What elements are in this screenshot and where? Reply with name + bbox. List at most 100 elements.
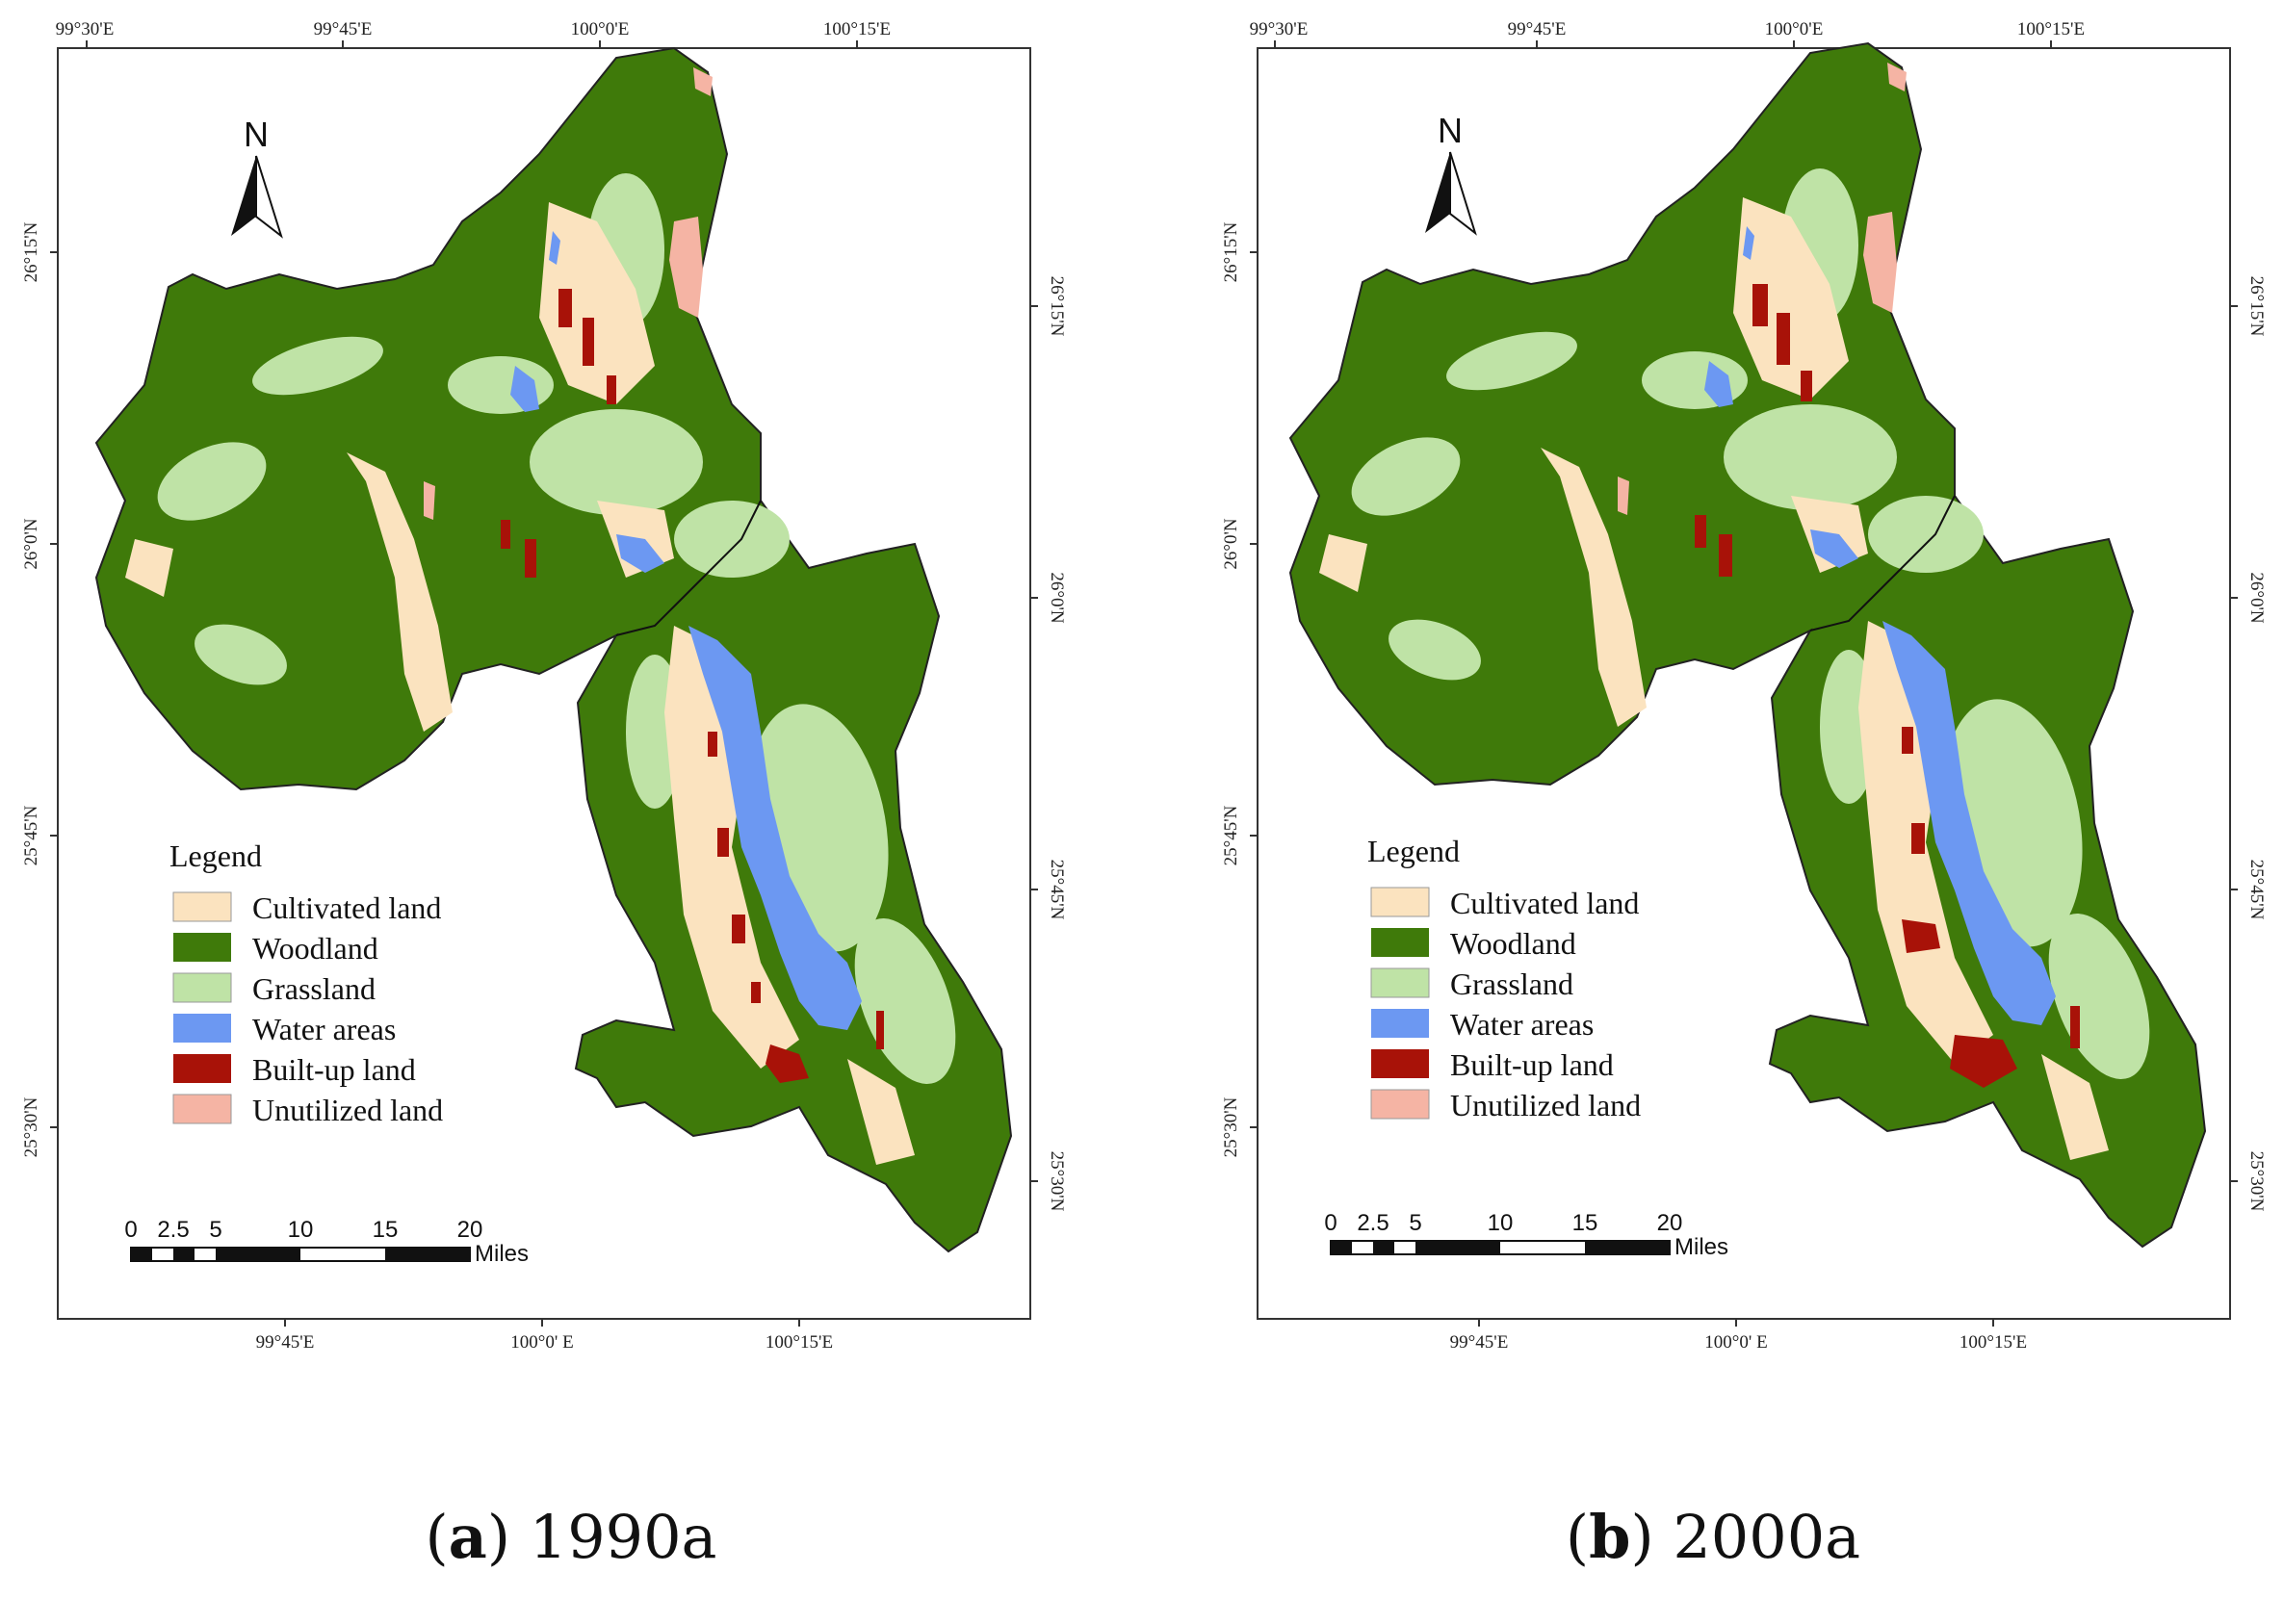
county-boundary-line (615, 500, 762, 636)
legend: Legend Cultivated land Woodland Grasslan… (169, 838, 443, 1127)
north-label: N (244, 115, 269, 154)
bottom-tick-label: 99°45'E (256, 1332, 315, 1353)
built-up-patch (1695, 515, 1706, 548)
bottom-tick-label: 100°0' E (1704, 1332, 1767, 1353)
grassland-patch (1389, 619, 1481, 681)
top-tick-label: 99°30'E (56, 19, 115, 39)
built-up-patch (1911, 823, 1925, 854)
north-arrow-icon (1449, 151, 1477, 236)
right-tick-label: 25°45'N (1047, 860, 1067, 920)
right-tick-label: 25°30'N (2246, 1151, 2267, 1212)
built-up-patch (1719, 534, 1732, 577)
legend-label: Unutilized land (1450, 1088, 1641, 1122)
legend-swatch-unutilized (172, 1094, 232, 1124)
built-up-patch (607, 375, 616, 404)
scale-label: 15 (1572, 1210, 1598, 1236)
legend-swatch-woodland (173, 933, 231, 962)
north-arrow: N (231, 115, 283, 239)
legend-swatch-water (1371, 1009, 1429, 1038)
left-tick-label: 26°15'N (21, 221, 41, 282)
top-tick-label: 100°0'E (571, 19, 630, 39)
legend-label: Water areas (252, 1012, 396, 1046)
top-tick-label: 100°15'E (2017, 19, 2085, 39)
scale-label: 10 (288, 1217, 314, 1243)
legend-swatch-grassland (172, 972, 232, 1003)
scale-unit: Miles (475, 1241, 529, 1267)
top-tick-label: 99°45'E (314, 19, 373, 39)
built-up-patch (1752, 284, 1768, 326)
unutilized-land-patch (669, 217, 703, 318)
left-tick-label: 26°0'N (21, 518, 41, 570)
built-up-cluster (1902, 919, 1940, 953)
county-boundary-line (1809, 495, 1956, 632)
right-tick-label: 25°45'N (2246, 860, 2267, 920)
built-up-patch (2070, 1006, 2080, 1048)
built-up-patch (1902, 727, 1913, 754)
left-tick-label: 25°30'N (1221, 1096, 1241, 1157)
top-tick-label: 99°45'E (1508, 19, 1567, 39)
scale-label: 2.5 (1357, 1210, 1389, 1236)
caption-letter: a (448, 1502, 487, 1572)
right-tick-label: 26°0'N (2246, 572, 2267, 624)
grassland-patch (1351, 437, 1461, 516)
scale-label: 10 (1488, 1210, 1514, 1236)
grassland-patch (1724, 404, 1897, 510)
north-arrow: N (1425, 111, 1477, 236)
unutilized-land-patch (1887, 63, 1907, 91)
cultivated-valley (1858, 621, 1993, 1064)
built-up-patch (501, 520, 510, 549)
scale-label: 15 (373, 1217, 399, 1243)
cultivated-valley (1319, 534, 1367, 592)
built-up-patch (583, 318, 594, 366)
scale-label: 20 (457, 1217, 483, 1243)
right-tick-label: 26°15'N (1047, 276, 1067, 337)
map-figure-2000: 99°30'E 99°45'E 100°0'E 100°15'E 99°45'E… (1221, 19, 2267, 1353)
tick-marks (50, 40, 1038, 1327)
grassland-patch (1868, 496, 1984, 573)
legend-swatch-water (173, 1014, 231, 1043)
built-up-patch (717, 828, 729, 857)
built-up-patch (1801, 371, 1812, 401)
grassland-patch (1446, 331, 1577, 391)
map-panel-1990: 99°30'E 99°45'E 100°0'E 100°15'E 99°45'E… (21, 19, 1067, 1572)
top-tick-label: 99°30'E (1250, 19, 1309, 39)
grassland-patch (157, 442, 267, 521)
built-up-patch (525, 539, 536, 578)
legend-title: Legend (1367, 834, 1460, 868)
north-label: N (1438, 111, 1463, 150)
scale-label: 2.5 (157, 1217, 189, 1243)
water-area-north-lake (616, 534, 664, 573)
left-tick-label: 26°0'N (1221, 518, 1241, 570)
grassland-patch (674, 501, 790, 578)
cultivated-valley (539, 202, 655, 404)
legend-title: Legend (169, 838, 262, 873)
cultivated-valley (664, 626, 799, 1069)
legend-label: Woodland (1450, 926, 1576, 961)
legend-label: Grassland (252, 971, 376, 1006)
legend-label: Grassland (1450, 967, 1573, 1001)
legend-swatch-unutilized (1370, 1089, 1430, 1120)
built-up-patch (732, 915, 745, 943)
bottom-tick-label: 100°15'E (1960, 1332, 2027, 1353)
cultivated-valley (1541, 448, 1647, 727)
top-tick-label: 100°15'E (823, 19, 891, 39)
grassland-patch (195, 624, 287, 685)
cultivated-valley (125, 539, 173, 597)
unutilized-land-patch (693, 67, 713, 96)
legend-swatch-cultivated (172, 891, 232, 922)
legend-swatch-cultivated (1370, 887, 1430, 917)
water-area-erhai-lake (688, 626, 862, 1030)
scale-bar: 0 2.5 5 10 15 20 Miles (1324, 1210, 1728, 1260)
legend-label: Cultivated land (1450, 886, 1639, 920)
unutilized-land-patch (424, 481, 435, 520)
north-arrow-icon (255, 155, 283, 239)
top-tick-label: 100°0'E (1765, 19, 1824, 39)
built-up-patch (1777, 313, 1790, 365)
right-tick-label: 25°30'N (1047, 1151, 1067, 1212)
panel-caption: (b) 2000a (1565, 1502, 1861, 1572)
legend: Legend Cultivated land Woodland Grasslan… (1367, 834, 1641, 1122)
built-up-cluster (1950, 1035, 2017, 1088)
caption-year: 2000a (1673, 1502, 1861, 1572)
scale-label: 20 (1657, 1210, 1683, 1236)
cultivated-valley (347, 452, 453, 732)
